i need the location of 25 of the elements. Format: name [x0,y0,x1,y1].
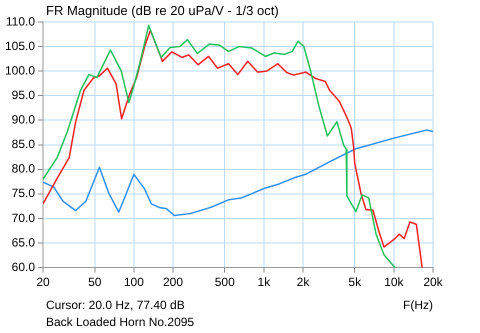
x-tick-label: 100 [124,275,144,290]
chart-title: FR Magnitude (dB re 20 uPa/V - 1/3 oct) [46,3,279,18]
x-tick-label: 500 [214,275,236,290]
y-tick-label: 85.0 [12,137,36,152]
x-tick-label: 20k [423,275,444,290]
text: Back Loaded Horn No.2095 [46,315,194,329]
x-tick-label: 50 [88,275,102,290]
y-tick-label: 65.0 [12,235,36,250]
x-tick-label: 2k [296,275,310,290]
y-tick-label: 100.0 [5,63,36,78]
x-axis-title: F(Hz) [403,298,433,312]
y-tick-label: 90.0 [12,112,36,127]
y-tick-label: 70.0 [12,210,36,225]
x-tick-label: 1k [258,275,272,290]
text: Cursor: 20.0 Hz, 77.40 dB [46,298,185,312]
x-tick-label: 20 [36,275,50,290]
x-tick-label: 200 [163,275,184,290]
x-tick-label: 10k [384,275,405,290]
y-tick-label: 110.0 [6,14,36,28]
y-tick-label: 105.0 [5,38,36,53]
y-tick-label: 80.0 [12,162,36,176]
x-tick-label: 5k [348,275,362,290]
y-tick-label: 60.0 [12,260,36,274]
y-tick-label: 75.0 [12,186,36,200]
y-tick-label: 95.0 [12,88,36,102]
